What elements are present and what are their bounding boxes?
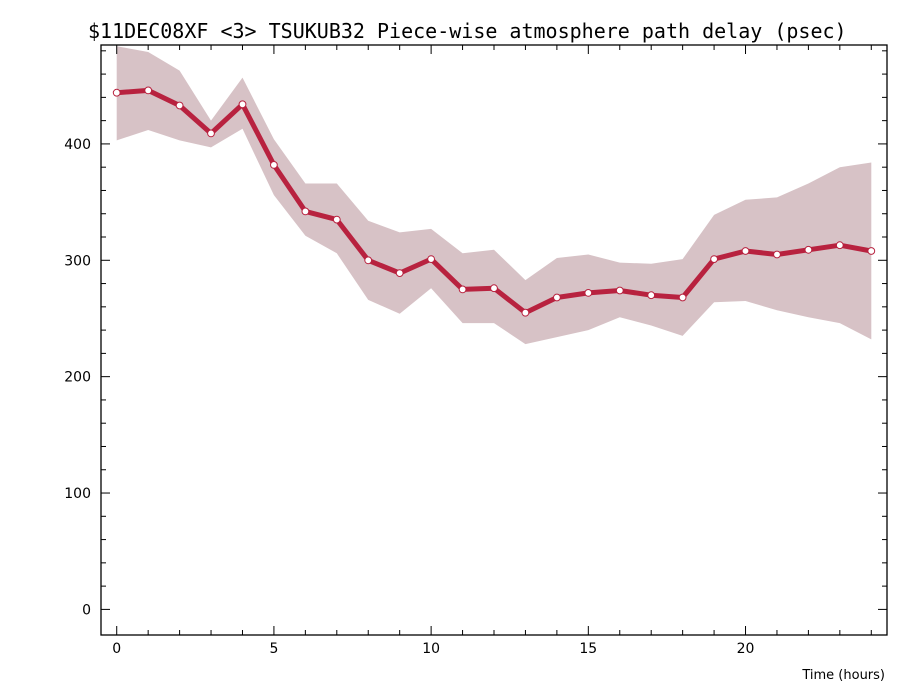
- x-tick-label: 10: [422, 641, 440, 657]
- data-point: [175, 101, 184, 110]
- data-point: [553, 293, 561, 302]
- y-tick-label: 200: [64, 370, 91, 386]
- data-point: [332, 215, 341, 224]
- data-point: [395, 269, 404, 278]
- x-tick-label: 5: [269, 641, 278, 657]
- data-point: [144, 86, 153, 95]
- data-point: [647, 291, 656, 300]
- data-point: [835, 241, 844, 250]
- x-tick-label: 0: [112, 641, 121, 657]
- data-point: [112, 88, 121, 97]
- data-point: [773, 250, 781, 259]
- data-point: [270, 161, 278, 169]
- data-point: [710, 255, 718, 264]
- data-point: [427, 255, 436, 264]
- error-band-layer: [116, 46, 872, 345]
- data-point: [678, 293, 687, 302]
- marker-layer: [112, 86, 876, 317]
- data-point: [521, 308, 530, 317]
- tick-layer: [101, 45, 887, 635]
- y-tick-label: 0: [82, 602, 91, 618]
- x-tick-label: 20: [737, 641, 755, 657]
- data-point: [207, 129, 215, 138]
- data-point: [301, 207, 310, 216]
- x-tick-label: 15: [579, 641, 597, 657]
- data-point: [867, 247, 876, 255]
- y-tick-label: 300: [64, 253, 91, 269]
- chart-title: $11DEC08XF <3> TSUKUB32 Piece-wise atmos…: [88, 19, 847, 43]
- data-point: [741, 247, 750, 255]
- data-point: [238, 100, 247, 109]
- data-point: [615, 286, 624, 295]
- data-point: [804, 245, 813, 254]
- error-band: [116, 46, 872, 345]
- y-tick-label: 100: [64, 486, 91, 502]
- data-point: [458, 285, 467, 294]
- data-point: [584, 289, 593, 297]
- x-axis-label: Time (hours): [801, 668, 885, 683]
- data-point: [490, 284, 498, 293]
- data-point: [364, 256, 373, 265]
- y-tick-label: 400: [64, 137, 91, 153]
